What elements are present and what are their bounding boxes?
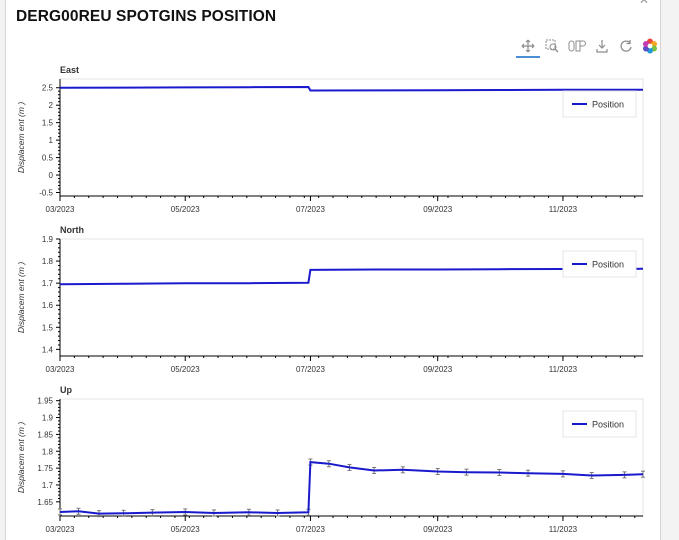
subplot-title: Up (60, 385, 72, 395)
y-tick-label: 1.8 (42, 447, 54, 456)
y-tick-label: 1.65 (37, 498, 53, 507)
y-axis-label: Displacem ent (m ) (16, 102, 26, 173)
reset-icon[interactable] (616, 36, 636, 56)
close-icon[interactable]: ✕ (639, 0, 650, 7)
x-tick-label: 05/2023 (171, 365, 200, 374)
plot-area[interactable] (59, 398, 644, 517)
x-tick-label: 03/2023 (46, 205, 75, 214)
x-tick-label: 09/2023 (423, 205, 452, 214)
x-tick-label: 09/2023 (423, 365, 452, 374)
chart-east: East 2.5 2 1.5 1 0.5 0 -0.5 03/2023 05/2023 07/202… (16, 65, 644, 214)
chart-up: Up 1.95 1.9 1.85 1.8 1.75 1.7 1.65 03/2023 05/202… (16, 385, 645, 534)
y-tick-label: -0.5 (39, 189, 53, 198)
x-tick-label: 11/2023 (549, 525, 578, 534)
legend-label: Position (592, 260, 624, 270)
series-line-position[interactable] (59, 85, 643, 92)
x-tick-label: 05/2023 (171, 205, 200, 214)
y-tick-label: 1.5 (42, 119, 54, 128)
chart-toolbar (516, 36, 664, 58)
y-tick-label: 1.7 (42, 279, 54, 288)
x-tick-label: 05/2023 (171, 525, 200, 534)
subplot-title: East (60, 65, 79, 75)
plot-area[interactable] (59, 238, 644, 357)
y-tick-label: 1.75 (37, 464, 53, 473)
y-tick-label: 0 (49, 171, 54, 180)
save-icon[interactable] (592, 36, 612, 56)
legend: Position (562, 410, 637, 438)
series-line-position[interactable] (59, 461, 644, 515)
y-tick-label: 1.85 (37, 430, 53, 439)
y-tick-label: 1.7 (42, 481, 54, 490)
y-axis-label: Displacem ent (m ) (16, 422, 26, 493)
y-tick-label: 2 (49, 101, 54, 110)
chart-north: North 1.9 1.8 1.7 1.6 1.5 1.4 03/2023 05/2023 07/… (16, 225, 644, 374)
subplot-title: North (60, 225, 84, 235)
left-scroll-edge (0, 0, 6, 540)
legend: Position (562, 250, 637, 278)
right-scroll-edge (660, 0, 679, 540)
y-tick-label: 2.5 (42, 84, 54, 93)
x-tick-label: 07/2023 (296, 525, 325, 534)
plot-area[interactable] (59, 78, 644, 197)
x-tick-label: 11/2023 (549, 365, 578, 374)
x-tick-label: 07/2023 (296, 365, 325, 374)
y-tick-label: 1.4 (42, 345, 54, 354)
bokeh-logo-icon[interactable] (640, 36, 660, 56)
y-axis-label: Displacem ent (m ) (16, 262, 26, 333)
y-tick-label: 1.95 (37, 397, 53, 406)
x-tick-label: 03/2023 (46, 365, 75, 374)
x-tick-label: 09/2023 (423, 525, 452, 534)
y-tick-label: 0.5 (42, 154, 54, 163)
page-title: DERG00REU SPOTGINS POSITION (16, 8, 277, 25)
pan-icon[interactable] (516, 36, 540, 58)
legend-label: Position (592, 420, 624, 430)
y-tick-label: 1.5 (42, 323, 54, 332)
box-zoom-icon[interactable] (542, 36, 562, 56)
y-tick-label: 1.9 (42, 414, 54, 423)
x-tick-label: 07/2023 (296, 205, 325, 214)
y-tick-label: 1.6 (42, 301, 54, 310)
y-tick-label: 1.8 (42, 257, 54, 266)
zoom-icon[interactable] (566, 36, 588, 56)
legend: Position (562, 90, 637, 118)
series-line-position[interactable] (59, 267, 644, 286)
x-tick-label: 03/2023 (46, 525, 75, 534)
legend-label: Position (592, 100, 624, 110)
x-tick-label: 11/2023 (549, 205, 578, 214)
y-tick-label: 1.9 (42, 235, 54, 244)
y-tick-label: 1 (49, 136, 54, 145)
